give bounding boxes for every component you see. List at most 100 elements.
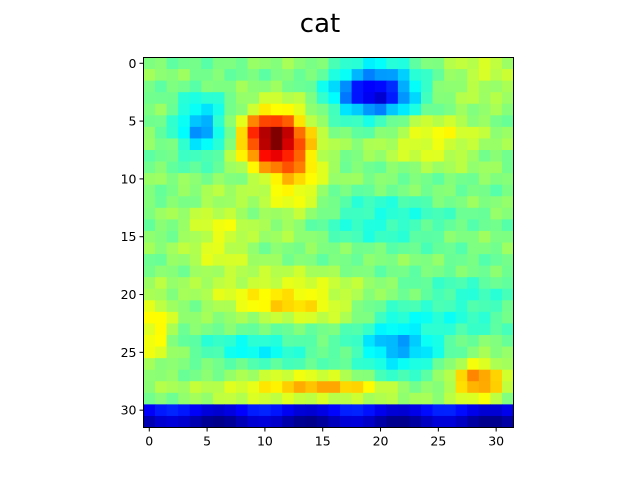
heatmap-cell — [444, 369, 457, 382]
heatmap-cell — [467, 115, 480, 128]
heatmap-cell — [386, 392, 399, 405]
heatmap-cell — [363, 369, 376, 382]
heatmap-cell — [409, 184, 422, 197]
heatmap-cell — [293, 404, 306, 417]
heatmap-cell — [455, 288, 468, 301]
heatmap-cell — [501, 254, 514, 267]
heatmap-cell — [501, 392, 514, 405]
heatmap-cell — [478, 311, 491, 324]
heatmap-cell — [455, 415, 468, 428]
heatmap-cell — [351, 103, 364, 116]
heatmap-cell — [386, 242, 399, 255]
heatmap-cell — [421, 219, 433, 232]
heatmap-cell — [166, 150, 179, 162]
heatmap-cell — [467, 196, 480, 209]
heatmap-cell — [201, 57, 214, 70]
heatmap-cell — [201, 277, 214, 290]
heatmap-cell — [259, 369, 272, 382]
heatmap-cell — [409, 103, 422, 116]
heatmap-cell — [270, 335, 283, 347]
heatmap-cell — [328, 358, 341, 371]
heatmap-cell — [178, 254, 191, 267]
heatmap-cell — [282, 196, 295, 209]
heatmap-cell — [282, 219, 295, 232]
heatmap-cell — [201, 381, 214, 394]
heatmap-cell — [316, 392, 329, 405]
heatmap-cell — [363, 69, 376, 82]
heatmap-cell — [444, 150, 457, 162]
heatmap-cell — [224, 184, 237, 197]
heatmap-cell — [224, 196, 237, 209]
heatmap-cell — [155, 150, 168, 162]
heatmap-cell — [212, 288, 225, 301]
heatmap-cell — [316, 323, 329, 336]
heatmap-cell — [409, 80, 422, 93]
heatmap-cell — [259, 69, 272, 82]
heatmap-cell — [374, 92, 387, 105]
heatmap-cell — [178, 358, 191, 371]
heatmap-cell — [455, 138, 468, 151]
heatmap-cell — [247, 369, 260, 382]
heatmap-cell — [212, 103, 225, 116]
heatmap-cell — [455, 207, 468, 220]
heatmap-cell — [143, 92, 156, 105]
heatmap-cell — [432, 103, 445, 116]
heatmap-cell — [397, 323, 410, 336]
heatmap-cell — [501, 196, 514, 209]
heatmap-cell — [189, 404, 202, 417]
heatmap-cell — [397, 115, 410, 128]
heatmap-cell — [409, 288, 422, 301]
heatmap-cell — [397, 184, 410, 197]
heatmap-cell — [212, 150, 225, 162]
heatmap-cell — [201, 311, 214, 324]
heatmap-cell — [467, 92, 480, 105]
heatmap-cell — [490, 346, 503, 359]
heatmap-cell — [143, 230, 156, 243]
heatmap-cell — [444, 392, 457, 405]
heatmap-cell — [282, 230, 295, 243]
heatmap-cell — [409, 277, 422, 290]
heatmap-cell — [397, 173, 410, 186]
heatmap-cell — [143, 381, 156, 394]
heatmap-cell — [363, 242, 376, 255]
heatmap-cell — [247, 311, 260, 324]
heatmap-cell — [374, 392, 387, 405]
heatmap-cell — [155, 196, 168, 209]
heatmap-cell — [236, 323, 248, 336]
heatmap-cell — [282, 161, 295, 174]
heatmap-cell — [467, 126, 480, 139]
heatmap-cell — [201, 207, 214, 220]
heatmap-cell — [409, 323, 422, 336]
heatmap-cell — [455, 323, 468, 336]
heatmap-cell — [143, 415, 156, 428]
heatmap-cell — [166, 115, 179, 128]
heatmap-cell — [455, 311, 468, 324]
heatmap-cell — [178, 57, 191, 70]
heatmap-cell — [478, 57, 491, 70]
heatmap-cell — [409, 254, 422, 267]
heatmap-cell — [282, 173, 295, 186]
heatmap-cell — [467, 80, 480, 93]
heatmap-cell — [201, 358, 214, 371]
heatmap-cell — [444, 335, 457, 347]
heatmap-cell — [374, 138, 387, 151]
heatmap-cell — [455, 254, 468, 267]
heatmap-cell — [247, 277, 260, 290]
heatmap-cell — [155, 277, 168, 290]
heatmap-cell — [397, 196, 410, 209]
heatmap-cell — [247, 150, 260, 162]
heatmap-cell — [328, 323, 341, 336]
heatmap-cell — [270, 80, 283, 93]
heatmap-cell — [189, 242, 202, 255]
heatmap-cell — [293, 392, 306, 405]
heatmap-cell — [259, 184, 272, 197]
heatmap-cell — [501, 207, 514, 220]
heatmap-cell — [455, 404, 468, 417]
heatmap-cell — [178, 150, 191, 162]
heatmap-cell — [467, 265, 480, 278]
heatmap-cell — [478, 265, 491, 278]
heatmap-cell — [363, 150, 376, 162]
y-tick-label: 5 — [129, 114, 137, 129]
heatmap-cell — [224, 57, 237, 70]
heatmap-cell — [467, 346, 480, 359]
